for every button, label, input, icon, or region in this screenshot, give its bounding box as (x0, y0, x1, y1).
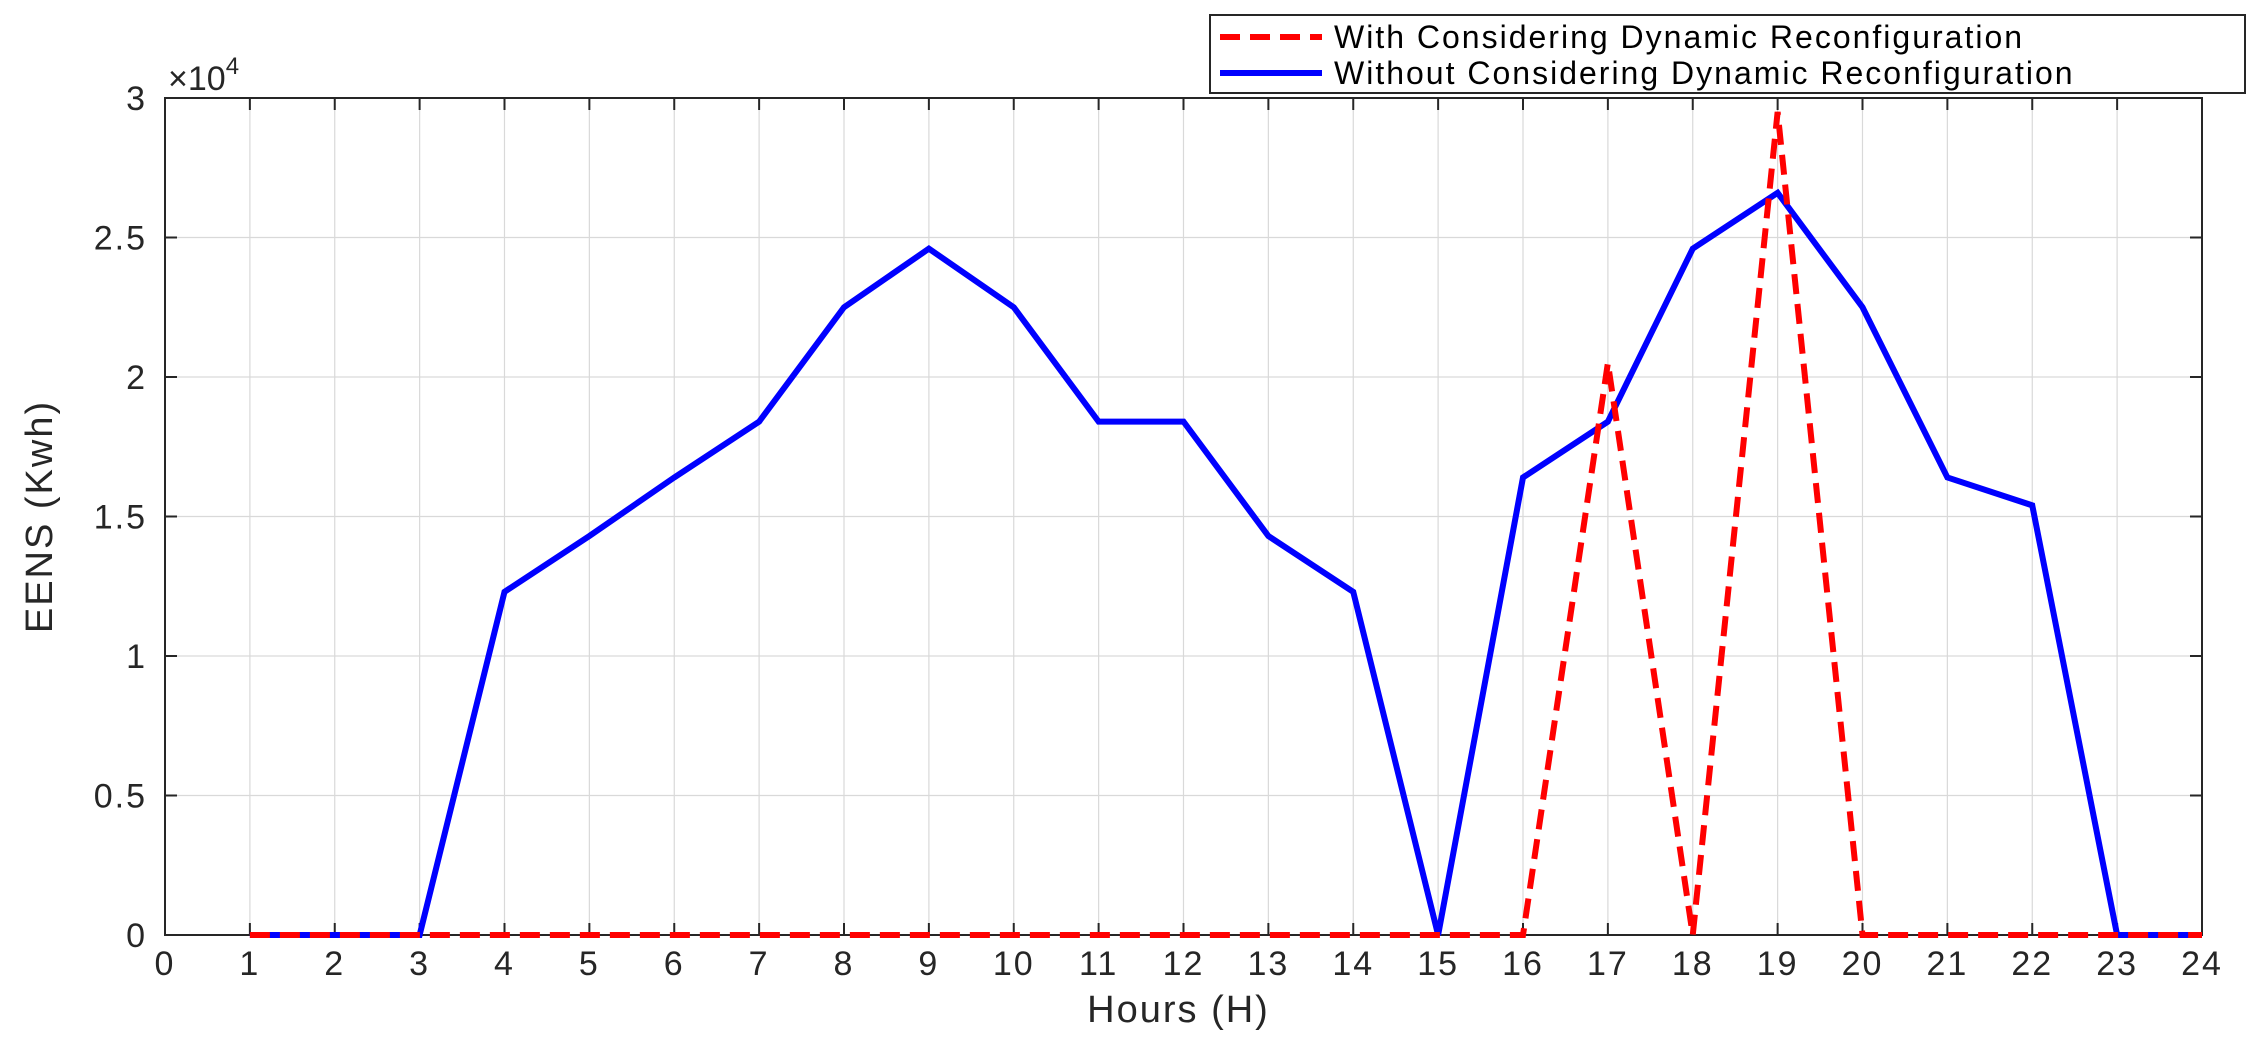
x-tick-label: 7 (749, 945, 770, 983)
series-lines (249, 111, 2202, 938)
x-tick-label: 18 (1672, 945, 1714, 983)
grid-lines (164, 97, 2203, 936)
axis-ticks (164, 97, 2203, 936)
x-tick-label: 10 (993, 945, 1035, 983)
legend-label-with-reconfiguration: With Considering Dynamic Reconfiguration (1334, 19, 2024, 55)
x-tick-label: 24 (2181, 945, 2223, 983)
x-tick-label: 15 (1417, 945, 1459, 983)
x-tick-label: 2 (324, 945, 345, 983)
legend-label-without-reconfiguration: Without Considering Dynamic Reconfigurat… (1334, 55, 2075, 91)
x-tick-label: 17 (1587, 945, 1629, 983)
legend: With Considering Dynamic Reconfiguration… (1209, 14, 2246, 94)
series-line-with-reconfiguration (249, 111, 2202, 938)
x-tick-label: 19 (1757, 945, 1799, 983)
x-tick-label: 4 (494, 945, 515, 983)
x-tick-label: 14 (1332, 945, 1374, 983)
x-tick-label: 8 (834, 945, 855, 983)
y-tick-label: 2 (126, 359, 147, 397)
x-tick-label: 12 (1163, 945, 1205, 983)
x-tick-label: 3 (409, 945, 430, 983)
x-tick-label: 6 (664, 945, 685, 983)
x-tick-label: 5 (579, 945, 600, 983)
x-tick-label: 13 (1247, 945, 1289, 983)
x-tick-label: 21 (1926, 945, 1968, 983)
x-axis-title: Hours (H) (1087, 989, 1270, 1031)
x-tick-label: 20 (1842, 945, 1884, 983)
y-tick-label: 0 (126, 917, 147, 955)
x-tick-label: 1 (239, 945, 260, 983)
y-tick-label: 2.5 (94, 220, 147, 258)
x-tick-labels: 0 1 2 3 4 5 6 7 8 9 10 11 12 13 14 15 16 17 18 19 20 21 22 23 24 (155, 945, 2223, 983)
x-tick-label: 22 (2011, 945, 2053, 983)
x-tick-label: 16 (1502, 945, 1544, 983)
legend-box (1209, 14, 2246, 94)
y-tick-label: 1 (126, 638, 147, 676)
series-line-without-reconfiguration (249, 188, 2202, 938)
y-tick-labels: 0 0.5 1 1.5 2 2.5 3 (94, 80, 147, 955)
y-tick-label: 0.5 (94, 778, 147, 816)
x-tick-label: 23 (2096, 945, 2138, 983)
x-tick-label: 11 (1079, 945, 1118, 983)
y-tick-label: 1.5 (94, 499, 147, 537)
y-axis-title: EENS (Kwh) (19, 400, 61, 633)
y-exponent-label: ×104 (168, 53, 239, 98)
x-tick-label: 9 (918, 945, 939, 983)
y-tick-label: 3 (126, 80, 147, 118)
x-tick-label: 0 (155, 945, 176, 983)
